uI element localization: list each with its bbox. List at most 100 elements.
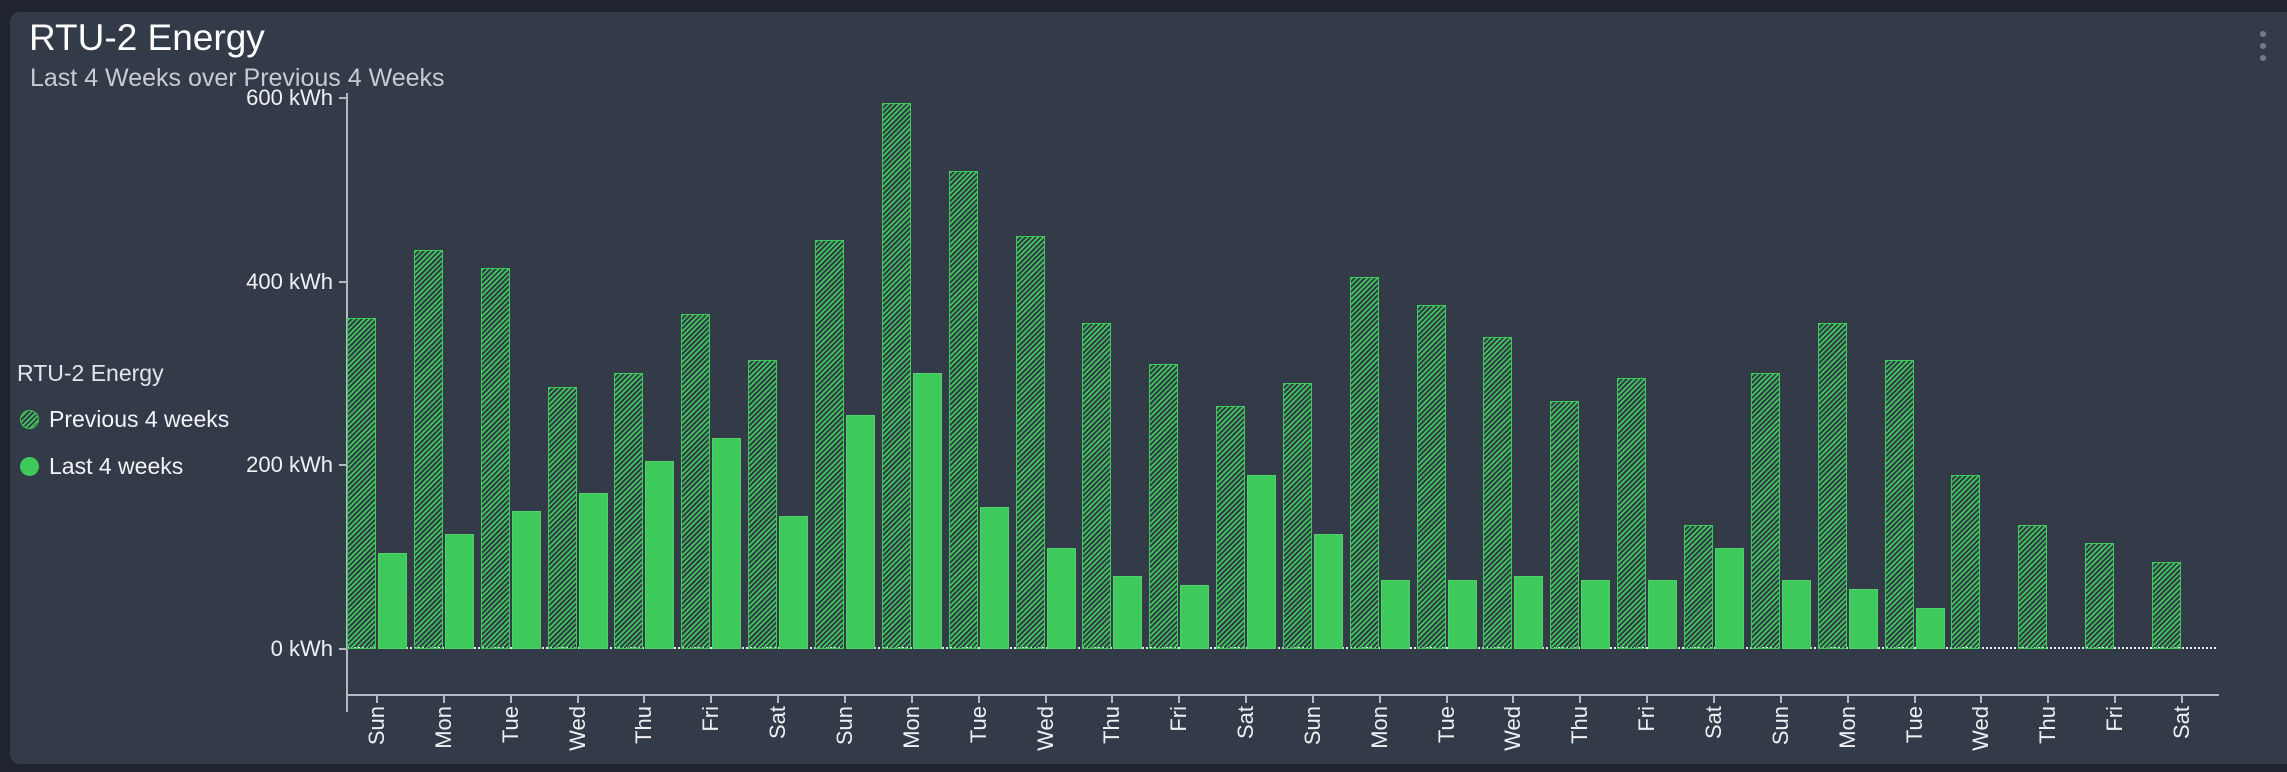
bar-last-4-weeks[interactable] — [645, 461, 674, 649]
bar-last-4-weeks[interactable] — [1180, 585, 1209, 649]
legend-item-last-4-weeks[interactable]: Last 4 weeks — [20, 453, 183, 480]
x-axis-tick — [1379, 696, 1381, 703]
bar-last-4-weeks[interactable] — [1514, 576, 1543, 649]
x-axis-label: Mon — [431, 706, 456, 749]
x-axis-tick — [577, 696, 579, 703]
bar-last-4-weeks[interactable] — [980, 507, 1009, 649]
x-axis-tick — [1646, 696, 1648, 703]
x-axis-tick — [1111, 696, 1113, 703]
kebab-dot — [2260, 31, 2266, 37]
bar-previous-4-weeks[interactable] — [1417, 305, 1446, 649]
bar-previous-4-weeks[interactable] — [347, 318, 376, 649]
x-axis-tick — [643, 696, 645, 703]
bar-previous-4-weeks[interactable] — [681, 314, 710, 649]
x-axis-tick — [376, 696, 378, 703]
bar-previous-4-weeks[interactable] — [1617, 378, 1646, 649]
chart-card: RTU-2 Energy Last 4 Weeks over Previous … — [10, 12, 2287, 764]
x-axis-tick — [1847, 696, 1849, 703]
legend-item-previous-4-weeks[interactable]: Previous 4 weeks — [20, 406, 229, 433]
bar-last-4-weeks[interactable] — [1849, 589, 1878, 649]
bar-previous-4-weeks[interactable] — [2085, 543, 2114, 649]
bar-last-4-weeks[interactable] — [512, 511, 541, 649]
x-axis-tick — [2114, 696, 2116, 703]
x-axis-tick — [844, 696, 846, 703]
bar-last-4-weeks[interactable] — [1782, 580, 1811, 649]
x-axis-tick — [2047, 696, 2049, 703]
x-axis-tick — [1780, 696, 1782, 703]
bar-previous-4-weeks[interactable] — [949, 171, 978, 649]
x-axis-label: Tue — [966, 706, 991, 744]
bar-previous-4-weeks[interactable] — [1283, 383, 1312, 649]
bar-last-4-weeks[interactable] — [1715, 548, 1744, 649]
x-axis-label: Fri — [2102, 706, 2127, 732]
bar-last-4-weeks[interactable] — [1113, 576, 1142, 649]
x-axis-label: Sun — [364, 706, 389, 746]
x-axis-label: Thu — [2035, 706, 2060, 744]
bar-last-4-weeks[interactable] — [779, 516, 808, 649]
bar-previous-4-weeks[interactable] — [414, 250, 443, 649]
x-axis-tick — [1446, 696, 1448, 703]
bar-previous-4-weeks[interactable] — [548, 387, 577, 649]
bar-previous-4-weeks[interactable] — [1751, 373, 1780, 649]
x-axis-label: Wed — [1033, 706, 1058, 751]
x-axis-label: Wed — [1500, 706, 1525, 751]
bar-last-4-weeks[interactable] — [1381, 580, 1410, 649]
x-axis-label: Sun — [1300, 706, 1325, 746]
x-axis-tick — [1512, 696, 1514, 703]
bar-previous-4-weeks[interactable] — [1483, 337, 1512, 649]
x-axis-tick — [978, 696, 980, 703]
bar-previous-4-weeks[interactable] — [2018, 525, 2047, 649]
x-axis-tick — [1178, 696, 1180, 703]
bar-previous-4-weeks[interactable] — [2152, 562, 2181, 649]
y-axis-label: 600 kWh — [246, 85, 333, 110]
kebab-menu-icon[interactable] — [2252, 23, 2274, 69]
bar-last-4-weeks[interactable] — [1648, 580, 1677, 649]
bar-last-4-weeks[interactable] — [445, 534, 474, 649]
solid-swatch-icon — [20, 457, 39, 476]
bar-previous-4-weeks[interactable] — [1082, 323, 1111, 649]
bar-last-4-weeks[interactable] — [1916, 608, 1945, 649]
bar-last-4-weeks[interactable] — [1247, 475, 1276, 649]
bar-last-4-weeks[interactable] — [1448, 580, 1477, 649]
bar-previous-4-weeks[interactable] — [815, 240, 844, 649]
hatched-swatch-icon — [20, 410, 39, 429]
x-axis-label: Mon — [1835, 706, 1860, 749]
x-axis-label: Sun — [1768, 706, 1793, 746]
y-axis-label: 200 kWh — [246, 452, 333, 477]
bar-previous-4-weeks[interactable] — [1684, 525, 1713, 649]
bar-previous-4-weeks[interactable] — [1885, 360, 1914, 649]
bar-last-4-weeks[interactable] — [913, 373, 942, 649]
bar-last-4-weeks[interactable] — [579, 493, 608, 649]
bar-last-4-weeks[interactable] — [1581, 580, 1610, 649]
legend-item-label: Last 4 weeks — [49, 453, 184, 479]
bar-previous-4-weeks[interactable] — [1350, 277, 1379, 649]
bar-last-4-weeks[interactable] — [378, 553, 407, 649]
y-axis-tick — [339, 648, 346, 650]
x-axis-label: Thu — [631, 706, 656, 744]
x-axis-tick — [777, 696, 779, 703]
x-axis-tick — [1579, 696, 1581, 703]
x-axis-tick — [1245, 696, 1247, 703]
bar-previous-4-weeks[interactable] — [882, 103, 911, 649]
bar-previous-4-weeks[interactable] — [1216, 406, 1245, 649]
bar-previous-4-weeks[interactable] — [1016, 236, 1045, 649]
bar-previous-4-weeks[interactable] — [1951, 475, 1980, 649]
bar-last-4-weeks[interactable] — [846, 415, 875, 649]
x-axis-tick — [1312, 696, 1314, 703]
bar-previous-4-weeks[interactable] — [614, 373, 643, 649]
card-title: RTU-2 Energy — [29, 17, 265, 58]
bar-last-4-weeks[interactable] — [712, 438, 741, 649]
bar-last-4-weeks[interactable] — [1047, 548, 1076, 649]
x-axis-label: Mon — [1367, 706, 1392, 749]
bar-previous-4-weeks[interactable] — [481, 268, 510, 649]
x-axis-label: Sun — [832, 706, 857, 746]
bar-previous-4-weeks[interactable] — [748, 360, 777, 649]
bar-previous-4-weeks[interactable] — [1149, 364, 1178, 649]
bar-last-4-weeks[interactable] — [1314, 534, 1343, 649]
bar-previous-4-weeks[interactable] — [1550, 401, 1579, 649]
y-axis-label: 0 kWh — [270, 636, 333, 661]
bar-previous-4-weeks[interactable] — [1818, 323, 1847, 649]
x-axis-label: Fri — [1166, 706, 1191, 732]
x-axis-label: Sat — [1701, 706, 1726, 740]
